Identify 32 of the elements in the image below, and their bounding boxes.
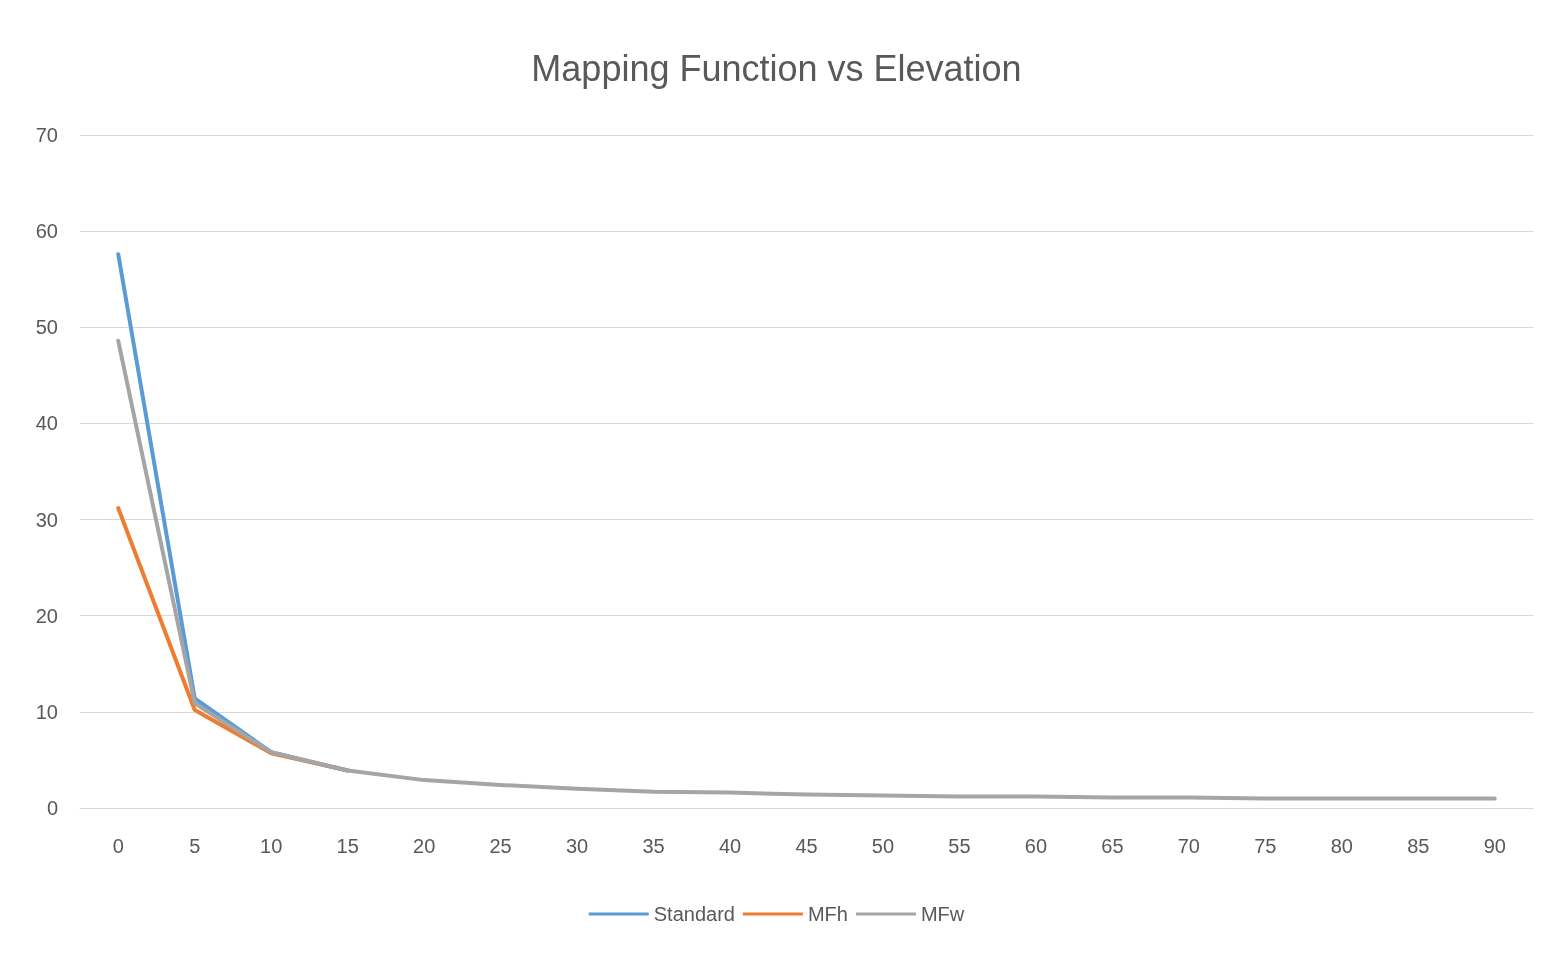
x-tick-label: 55 bbox=[948, 835, 971, 857]
legend-label: Standard bbox=[653, 903, 735, 925]
x-tick-label: 20 bbox=[413, 835, 436, 857]
x-tick-label: 40 bbox=[718, 835, 742, 857]
x-tick-label: 30 bbox=[565, 835, 589, 857]
y-tick-label: 40 bbox=[35, 412, 58, 435]
x-tick-label: 45 bbox=[795, 835, 818, 857]
x-tick-label: 25 bbox=[489, 835, 512, 857]
chart-title: Mapping Function vs Elevation bbox=[531, 47, 1022, 89]
x-tick-label: 70 bbox=[1177, 835, 1200, 857]
x-tick-label: 5 bbox=[189, 835, 201, 857]
y-tick-label: 20 bbox=[35, 604, 58, 627]
legend-label: MFh bbox=[807, 903, 848, 925]
y-tick-label: 70 bbox=[35, 124, 58, 146]
y-tick-label: 50 bbox=[35, 316, 58, 339]
y-tick-label: 0 bbox=[46, 797, 58, 819]
x-tick-label: 10 bbox=[260, 835, 283, 857]
x-tick-label: 60 bbox=[1024, 835, 1048, 857]
x-tick-label: 80 bbox=[1330, 835, 1353, 857]
x-tick-label: 85 bbox=[1407, 835, 1430, 857]
x-tick-label: 65 bbox=[1101, 835, 1124, 857]
x-tick-label: 0 bbox=[112, 835, 124, 857]
legend-label: MFw bbox=[920, 903, 965, 925]
line-series bbox=[116, 338, 1497, 801]
x-tick-label: 35 bbox=[642, 835, 665, 857]
x-tick-label: 15 bbox=[336, 835, 359, 857]
y-tick-label: 10 bbox=[35, 700, 58, 723]
x-tick-label: 50 bbox=[871, 835, 895, 857]
x-tick-label: 90 bbox=[1483, 835, 1506, 857]
y-tick-label: 30 bbox=[35, 508, 58, 531]
y-tick-label: 60 bbox=[35, 220, 58, 243]
x-tick-label: 75 bbox=[1254, 835, 1277, 857]
